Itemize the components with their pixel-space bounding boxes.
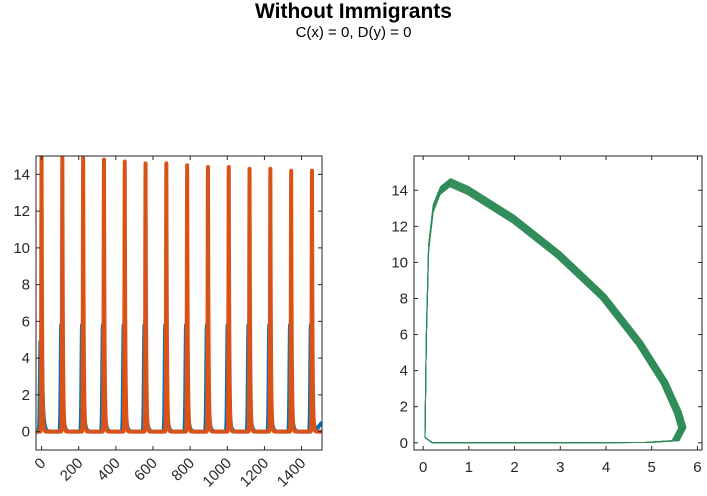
y-tick-label: 12 bbox=[13, 203, 30, 220]
y-tick-label: 4 bbox=[400, 363, 408, 380]
x-tick-label: 1200 bbox=[237, 455, 273, 491]
series-line-y bbox=[36, 156, 322, 434]
x-tick-label: 6 bbox=[693, 459, 701, 476]
phase-orbit-line bbox=[424, 184, 681, 444]
y-tick-label: 0 bbox=[400, 435, 408, 452]
x-tick-label: 3 bbox=[556, 459, 564, 476]
x-tick-label: 1 bbox=[465, 459, 473, 476]
x-tick-label: 2 bbox=[510, 459, 518, 476]
y-tick-label: 8 bbox=[22, 277, 30, 294]
y-tick-label: 14 bbox=[13, 166, 30, 183]
y-tick-label: 2 bbox=[22, 387, 30, 404]
figure-subtitle: C(x) = 0, D(y) = 0 bbox=[295, 24, 412, 41]
phase-orbit-line bbox=[424, 182, 683, 444]
y-tick-label: 4 bbox=[22, 350, 30, 367]
phase-orbit-line bbox=[424, 186, 680, 444]
y-tick-label: 6 bbox=[22, 313, 30, 330]
y-tick-label: 8 bbox=[400, 290, 408, 307]
x-tick-label: 200 bbox=[57, 455, 87, 485]
x-tick-label: 800 bbox=[168, 455, 198, 485]
y-tick-label: 10 bbox=[13, 240, 30, 257]
phase-orbit-line bbox=[424, 181, 684, 444]
y-tick-label: 10 bbox=[391, 254, 408, 271]
y-tick-label: 2 bbox=[400, 399, 408, 416]
y-tick-label: 12 bbox=[391, 218, 408, 235]
phase-axes-box bbox=[413, 155, 703, 451]
y-tick-label: 14 bbox=[391, 182, 408, 199]
phase-orbit-line bbox=[424, 179, 685, 444]
x-tick-label: 1400 bbox=[274, 455, 310, 491]
phase-orbit-line bbox=[424, 178, 687, 444]
series-line-x bbox=[36, 323, 322, 434]
x-tick-label: 600 bbox=[131, 455, 161, 485]
x-tick-label: 4 bbox=[602, 459, 610, 476]
phase-orbit-line bbox=[424, 185, 680, 444]
x-tick-label: 0 bbox=[419, 459, 427, 476]
time-series-axes-box bbox=[35, 155, 323, 451]
phase-orbit-line bbox=[424, 178, 686, 444]
phase-orbit-line bbox=[424, 183, 682, 444]
x-tick-label: 5 bbox=[648, 459, 656, 476]
x-tick-label: 1000 bbox=[199, 455, 235, 491]
y-tick-label: 6 bbox=[400, 327, 408, 344]
time-series-plot-area bbox=[36, 156, 322, 434]
x-tick-label: 400 bbox=[94, 455, 124, 485]
y-tick-label: 0 bbox=[22, 424, 30, 441]
x-tick-label: 0 bbox=[31, 455, 49, 473]
time-series-panel: 0 2 4 6 8 10 12 14 0 200 400 600 800 1000 1200 1400 bbox=[13, 155, 323, 491]
phase-plot-area bbox=[424, 178, 687, 444]
figure-title: Without Immigrants bbox=[255, 0, 452, 23]
phase-orbit-line bbox=[424, 180, 685, 444]
